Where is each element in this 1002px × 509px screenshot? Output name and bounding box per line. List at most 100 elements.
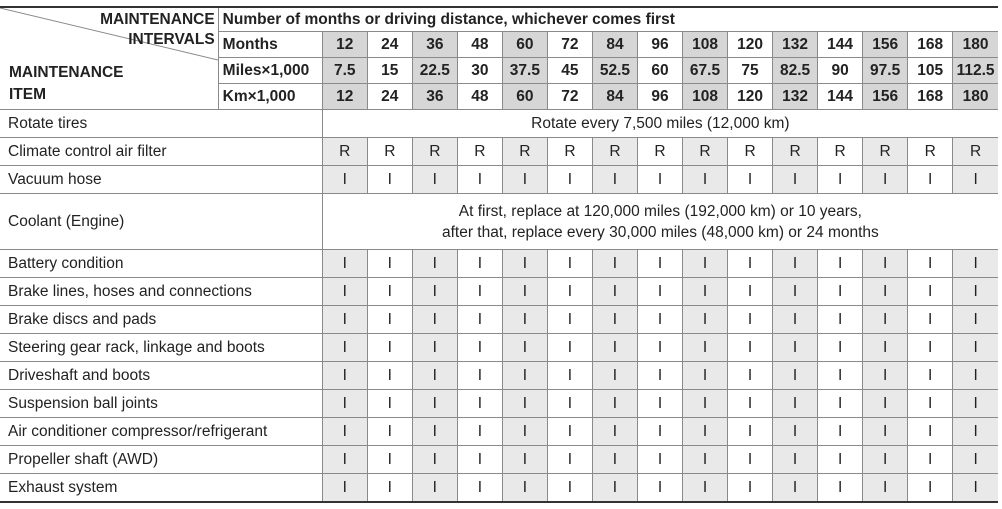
item-row: Driveshaft and boots I I I I I I I I I I I I I I I	[0, 361, 998, 390]
action: I	[411, 417, 458, 446]
item-name: Coolant (Engine)	[0, 193, 323, 250]
action: I	[952, 361, 998, 390]
interval-value: 108	[681, 83, 729, 110]
action: I	[546, 333, 593, 362]
action: I	[591, 473, 638, 503]
action: I	[501, 305, 548, 334]
action: I	[636, 305, 684, 334]
action: I	[456, 333, 503, 362]
action: I	[727, 389, 774, 418]
action: I	[727, 165, 774, 194]
action: I	[636, 445, 684, 474]
action: I	[501, 361, 548, 390]
action: I	[952, 389, 998, 418]
interval-value: 180	[952, 31, 998, 58]
interval-value: 72	[546, 31, 593, 58]
action: R	[591, 137, 638, 166]
interval-value: 15	[366, 57, 413, 84]
action: I	[727, 277, 774, 306]
action: I	[366, 305, 413, 334]
action: I	[772, 165, 819, 194]
action: I	[681, 445, 729, 474]
action: I	[952, 305, 998, 334]
maintenance-table: MAINTENANCE INTERVALS MAINTENANCE ITEM Numbe…	[0, 6, 998, 503]
item-row: Propeller shaft (AWD) I I I I I I I I I I I I I I I	[0, 445, 998, 474]
interval-value: 60	[501, 31, 548, 58]
action: I	[817, 389, 864, 418]
item-name: Brake discs and pads	[0, 305, 323, 334]
action: I	[501, 277, 548, 306]
action: R	[636, 137, 684, 166]
action: I	[546, 445, 593, 474]
corner-top-line: INTERVALS	[128, 31, 215, 48]
action: R	[456, 137, 503, 166]
action: I	[411, 361, 458, 390]
action: I	[862, 305, 909, 334]
action: I	[501, 165, 548, 194]
item-name: Steering gear rack, linkage and boots	[0, 333, 323, 362]
action: I	[727, 249, 774, 278]
action: I	[772, 389, 819, 418]
diagonal-line	[0, 8, 218, 61]
action: I	[366, 445, 413, 474]
action: I	[952, 473, 998, 503]
action: I	[321, 361, 368, 390]
action: I	[907, 445, 954, 474]
interval-label: Miles×1,000	[218, 57, 323, 84]
corner-cell: MAINTENANCE INTERVALS MAINTENANCE ITEM	[0, 6, 219, 110]
action: I	[546, 305, 593, 334]
item-row: Air conditioner compressor/refrigerant I I…	[0, 417, 998, 446]
action: R	[952, 137, 998, 166]
item-name: Suspension ball joints	[0, 389, 323, 418]
action: I	[591, 417, 638, 446]
action: I	[321, 249, 368, 278]
action: I	[366, 277, 413, 306]
action: I	[411, 445, 458, 474]
action: I	[366, 473, 413, 503]
action: I	[772, 333, 819, 362]
action: I	[817, 277, 864, 306]
action: I	[681, 417, 729, 446]
action: R	[501, 137, 548, 166]
action: I	[817, 417, 864, 446]
action: I	[321, 445, 368, 474]
action: I	[636, 361, 684, 390]
item-row: Suspension ball joints I I I I I I I I I I I I I I I	[0, 389, 998, 418]
action: I	[952, 333, 998, 362]
maintenance-table-wrap: MAINTENANCE INTERVALS MAINTENANCE ITEM Numbe…	[0, 6, 998, 503]
action: I	[591, 165, 638, 194]
action: I	[591, 249, 638, 278]
interval-value: 97.5	[862, 57, 909, 84]
action: I	[772, 417, 819, 446]
note-line: after that, replace every 30,000 miles (…	[441, 223, 879, 241]
action: I	[681, 305, 729, 334]
item-name: Propeller shaft (AWD)	[0, 445, 323, 474]
action: I	[727, 473, 774, 503]
action: I	[546, 389, 593, 418]
corner-top-line: MAINTENANCE	[100, 11, 215, 28]
action: I	[501, 249, 548, 278]
interval-value: 84	[591, 31, 638, 58]
diagonal	[0, 8, 218, 61]
interval-value: 72	[546, 83, 593, 110]
action: I	[591, 333, 638, 362]
action: I	[817, 249, 864, 278]
item-row: Steering gear rack, linkage and boots I I I…	[0, 333, 998, 362]
action: I	[411, 389, 458, 418]
action: I	[456, 417, 503, 446]
action: I	[456, 389, 503, 418]
action: I	[411, 249, 458, 278]
corner-bottom-line: MAINTENANCE	[9, 64, 124, 81]
action: I	[321, 165, 368, 194]
action: I	[817, 445, 864, 474]
action: I	[907, 361, 954, 390]
interval-value: 12	[321, 31, 368, 58]
action: I	[591, 445, 638, 474]
action: I	[366, 417, 413, 446]
header-row: MAINTENANCE INTERVALS MAINTENANCE ITEM Numbe…	[0, 6, 998, 110]
item-note: Rotate every 7,500 miles (12,000 km)	[321, 109, 998, 138]
interval-value: 36	[411, 83, 458, 110]
action: I	[366, 361, 413, 390]
interval-value: 120	[727, 31, 774, 58]
action: I	[817, 361, 864, 390]
